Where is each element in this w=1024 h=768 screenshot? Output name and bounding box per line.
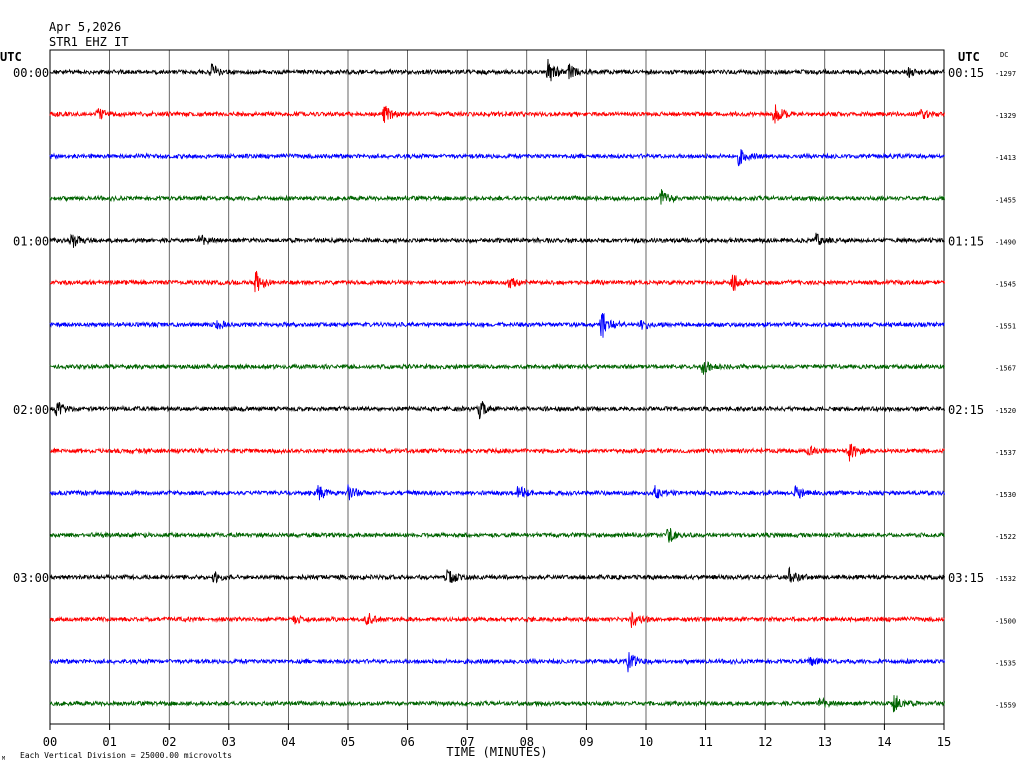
dc-label: DC — [1000, 51, 1008, 59]
plot-grid — [49, 49, 945, 725]
dc-offset-value: -1455 — [995, 196, 1016, 204]
trace-row-9 — [49, 443, 945, 462]
header-station: STR1 EHZ IT — [49, 35, 128, 49]
trace-row-12 — [49, 566, 945, 584]
x-tick-label: 03 — [222, 735, 236, 749]
x-tick-label: 04 — [281, 735, 295, 749]
dc-offset-value: -1545 — [995, 281, 1016, 289]
dc-offset-value: -1535 — [995, 659, 1016, 667]
x-tick-label: 02 — [162, 735, 176, 749]
x-tick-label: 01 — [102, 735, 116, 749]
left-time-label: 02:00 — [13, 403, 49, 417]
dc-offset-value: -1537 — [995, 449, 1016, 457]
x-tick-label: 08 — [520, 735, 534, 749]
dc-offset-value: -1522 — [995, 533, 1016, 541]
x-tick-label: 14 — [877, 735, 891, 749]
right-time-labels: 00:15 01:15 02:15 03:15 — [948, 66, 984, 585]
x-tick-label: 15 — [937, 735, 951, 749]
trace-row-11 — [49, 528, 945, 543]
left-time-label: 00:00 — [13, 66, 49, 80]
trace-row-15 — [49, 695, 945, 713]
trace-row-10 — [49, 484, 945, 501]
x-tick-label: 12 — [758, 735, 772, 749]
dc-offset-value: -1413 — [995, 154, 1016, 162]
x-tick-label: 11 — [698, 735, 712, 749]
right-time-label: 00:15 — [948, 66, 984, 80]
x-tick-label: 05 — [341, 735, 355, 749]
dc-offset-value: -1520 — [995, 407, 1016, 415]
right-axis-title: UTC — [958, 50, 980, 64]
trace-row-13 — [49, 611, 945, 628]
x-axis-ticks: 00 01 02 03 04 05 06 07 08 09 10 11 12 13 14 15 — [43, 724, 951, 749]
trace-row-5 — [49, 270, 945, 293]
trace-row-1 — [49, 104, 945, 124]
seismic-traces — [49, 58, 945, 713]
trace-row-3 — [49, 189, 945, 205]
dc-offset-value: -1490 — [995, 238, 1016, 246]
x-tick-label: 00 — [43, 735, 57, 749]
x-tick-label: 09 — [579, 735, 593, 749]
header-date: Apr 5,2026 — [49, 20, 121, 34]
x-tick-label: 13 — [818, 735, 832, 749]
dc-offset-value: -1329 — [995, 112, 1016, 120]
right-time-label: 02:15 — [948, 403, 984, 417]
x-tick-label: 06 — [400, 735, 414, 749]
dc-offset-value: -1559 — [995, 702, 1016, 710]
x-tick-label: 10 — [639, 735, 653, 749]
trace-row-4 — [49, 232, 945, 248]
vertical-division-note: Each Vertical Division = 25000.00 microv… — [20, 751, 232, 760]
trace-row-0 — [49, 58, 945, 82]
left-time-label: 03:00 — [13, 571, 49, 585]
dc-offset-value: -1530 — [995, 491, 1016, 499]
dc-offset-value: -1500 — [995, 617, 1016, 625]
right-time-label: 03:15 — [948, 571, 984, 585]
dc-offset-value: -1297 — [995, 70, 1016, 78]
corner-mark: M — [2, 756, 5, 762]
right-time-label: 01:15 — [948, 234, 984, 248]
dc-offset-value: -1551 — [995, 323, 1016, 331]
left-time-labels: 00:00 01:00 02:00 03:00 — [13, 66, 49, 585]
trace-row-8 — [49, 401, 945, 420]
trace-row-7 — [49, 361, 945, 375]
trace-row-6 — [49, 312, 945, 338]
trace-row-2 — [49, 149, 945, 167]
x-tick-label: 07 — [460, 735, 474, 749]
plot-frame — [49, 49, 945, 725]
dc-offset-value: -1567 — [995, 365, 1016, 373]
x-axis-label: TIME (MINUTES) — [446, 745, 547, 759]
dc-offset-labels: -1297 -1329 -1413 -1455 -1490 -1545 -1551 -1567… — [995, 70, 1016, 710]
dc-offset-value: -1532 — [995, 575, 1016, 583]
trace-row-14 — [49, 652, 945, 673]
left-axis-title: UTC — [0, 50, 22, 64]
left-time-label: 01:00 — [13, 234, 49, 248]
